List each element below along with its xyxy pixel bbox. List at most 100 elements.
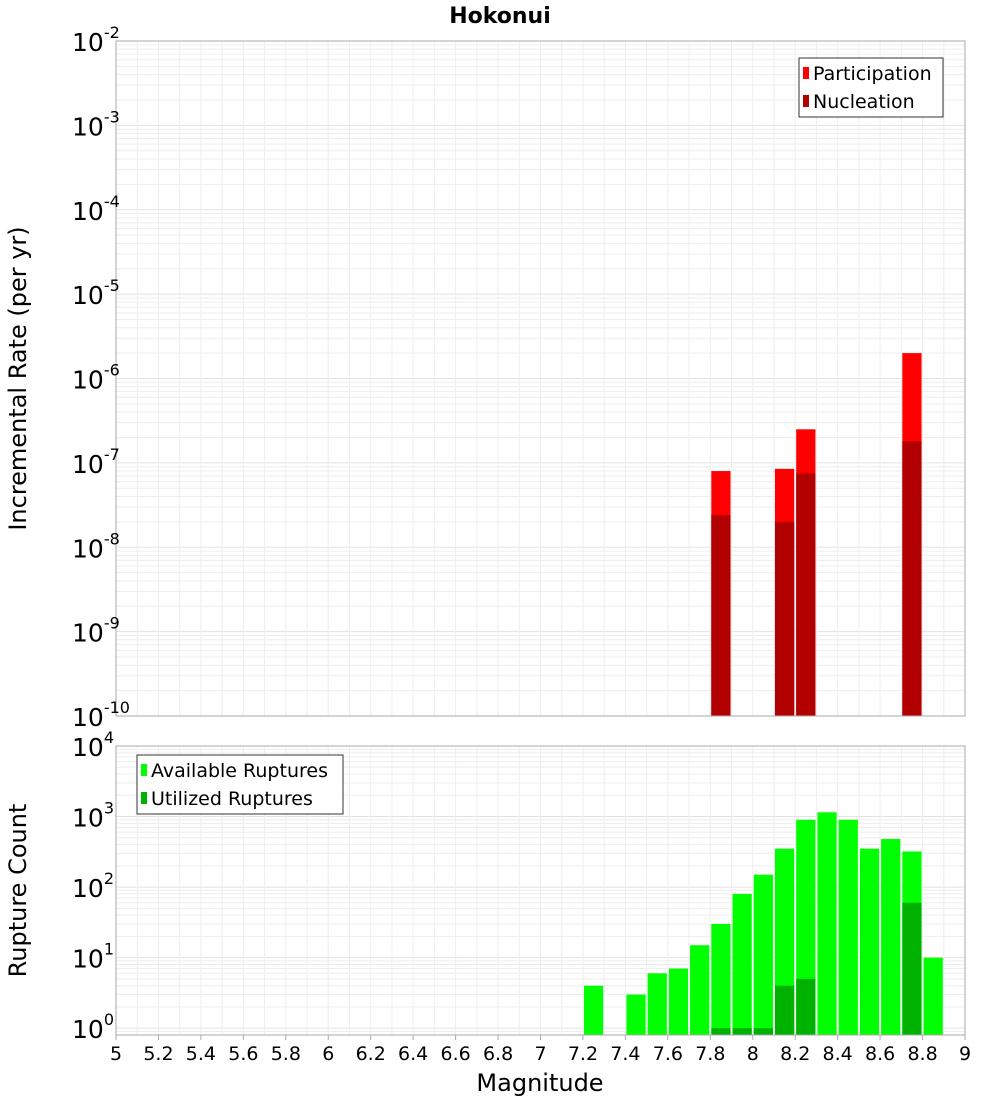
x-tick-label: 8 xyxy=(747,1043,759,1065)
y-tick-label: 103 xyxy=(72,799,114,833)
legend-box xyxy=(136,754,344,815)
count-available-ruptures-bar xyxy=(881,839,901,1035)
legend-label: Available Ruptures xyxy=(151,760,328,782)
count-available-ruptures-bar xyxy=(583,985,604,1035)
x-tick-label: 5.4 xyxy=(186,1043,216,1065)
rate-panel-bars xyxy=(711,353,922,716)
legend-swatch xyxy=(141,764,147,776)
count-utilized-ruptures-bar xyxy=(711,1028,731,1035)
x-tick-label: 6.6 xyxy=(440,1043,470,1065)
y-tick-exponent: -5 xyxy=(104,276,120,295)
y-tick-base: 10 xyxy=(72,703,104,732)
chart-title: Hokonui xyxy=(449,4,551,29)
y-tick-base: 10 xyxy=(72,28,104,57)
x-tick-label: 6.8 xyxy=(483,1043,513,1065)
y-tick-label: 10-4 xyxy=(72,192,120,226)
y-tick-label: 10-3 xyxy=(72,107,120,141)
x-tick-label: 6 xyxy=(322,1043,334,1065)
rate-nucleation-bar xyxy=(902,441,922,716)
y-tick-exponent: 0 xyxy=(104,1010,114,1029)
y-tick-base: 10 xyxy=(72,366,104,395)
y-tick-label: 10-10 xyxy=(72,698,130,732)
y-tick-exponent: -4 xyxy=(104,192,120,211)
y-tick-label: 10-6 xyxy=(72,361,120,395)
y-tick-base: 10 xyxy=(72,450,104,479)
rate-nucleation-bar xyxy=(711,515,731,716)
x-axis-ticks: 5 5.2 5.4 5.6 5.8 6 6.2 6.4 6.6 6.8 7 7.2 7.4 7.6 7.8 8… xyxy=(110,1035,971,1065)
legend-label: Utilized Ruptures xyxy=(151,788,313,810)
y-tick-base: 10 xyxy=(72,281,104,310)
count-utilized-ruptures-bar xyxy=(732,1028,752,1035)
y-tick-label: 10-9 xyxy=(72,614,120,648)
count-utilized-ruptures-bar xyxy=(902,902,922,1035)
y-tick-base: 10 xyxy=(72,534,104,563)
count-utilized-ruptures-bar xyxy=(774,985,795,1035)
y-tick-label: 10-2 xyxy=(72,23,120,57)
y-tick-label: 100 xyxy=(72,1010,114,1044)
count-available-ruptures-bar xyxy=(732,893,752,1035)
y-tick-exponent: -8 xyxy=(104,529,120,548)
x-tick-label: 8.6 xyxy=(865,1043,895,1065)
rate-panel-y-label: Incremental Rate (per yr) xyxy=(4,226,32,530)
y-tick-base: 10 xyxy=(72,1015,104,1044)
y-tick-base: 10 xyxy=(72,945,104,974)
x-tick-label: 8.8 xyxy=(907,1043,937,1065)
y-tick-base: 10 xyxy=(72,874,104,903)
legend-label: Participation xyxy=(813,63,932,85)
count-utilized-ruptures-bar xyxy=(753,1028,773,1035)
y-tick-exponent: 1 xyxy=(104,940,114,959)
rate-panel-frame xyxy=(115,40,966,717)
y-tick-base: 10 xyxy=(72,112,104,141)
y-tick-base: 10 xyxy=(72,733,104,762)
rate-nucleation-bar xyxy=(774,521,795,716)
count-available-ruptures-bar xyxy=(626,994,646,1035)
y-tick-exponent: 3 xyxy=(104,799,114,818)
y-tick-label: 101 xyxy=(72,940,114,974)
count-available-ruptures-bar xyxy=(817,812,837,1035)
x-tick-label: 6.4 xyxy=(398,1043,428,1065)
x-tick-label: 5.2 xyxy=(143,1043,173,1065)
y-tick-exponent: -2 xyxy=(104,23,120,42)
rate-panel-grid xyxy=(115,41,966,717)
x-tick-label: 7.6 xyxy=(653,1043,683,1065)
x-tick-label: 8.4 xyxy=(823,1043,853,1065)
y-tick-label: 104 xyxy=(72,728,114,762)
x-tick-label: 7 xyxy=(534,1043,546,1065)
x-tick-label: 7.8 xyxy=(695,1043,725,1065)
x-tick-label: 7.4 xyxy=(610,1043,640,1065)
x-tick-label: 8.2 xyxy=(780,1043,810,1065)
count-available-ruptures-bar xyxy=(923,957,943,1035)
x-tick-label: 5.8 xyxy=(271,1043,301,1065)
y-tick-label: 102 xyxy=(72,869,114,903)
legend-swatch xyxy=(803,95,809,107)
rate-nucleation-bar xyxy=(796,473,816,716)
count-available-ruptures-bar xyxy=(647,973,667,1035)
legend-swatch xyxy=(141,792,147,804)
y-tick-label: 10-8 xyxy=(72,529,120,563)
legend-label: Nucleation xyxy=(813,91,915,113)
y-tick-exponent: -9 xyxy=(104,614,120,633)
legend-box xyxy=(798,57,944,118)
y-tick-exponent: 4 xyxy=(104,728,114,747)
count-available-ruptures-bar xyxy=(711,923,731,1035)
y-tick-base: 10 xyxy=(72,197,104,226)
y-tick-exponent: -6 xyxy=(104,361,120,380)
y-tick-base: 10 xyxy=(72,619,104,648)
y-tick-exponent: -7 xyxy=(104,445,120,464)
y-tick-exponent: -3 xyxy=(104,107,120,126)
y-tick-base: 10 xyxy=(72,804,104,833)
x-tick-label: 5.6 xyxy=(228,1043,258,1065)
count-panel-y-label: Rupture Count xyxy=(4,804,32,978)
count-available-ruptures-bar xyxy=(859,848,880,1035)
rate-panel-legend: Participation Nucleation xyxy=(798,57,944,118)
count-panel-bars xyxy=(583,812,943,1035)
y-tick-exponent: 2 xyxy=(104,869,114,888)
count-panel-legend: Available Ruptures Utilized Ruptures xyxy=(136,754,344,815)
count-available-ruptures-bar xyxy=(690,945,710,1035)
x-tick-label: 6.2 xyxy=(356,1043,386,1065)
y-tick-exponent: -10 xyxy=(104,698,130,717)
count-available-ruptures-bar xyxy=(838,819,858,1035)
